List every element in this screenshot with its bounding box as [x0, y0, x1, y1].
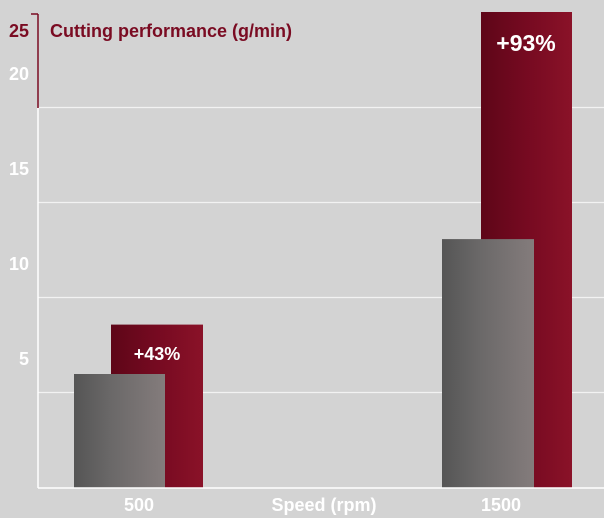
y-tick-label-15: 15 [9, 159, 29, 179]
bar-baseline-500 [74, 374, 165, 488]
y-tick-label-20: 20 [9, 64, 29, 84]
bars [74, 12, 572, 488]
bar-baseline-1500 [442, 239, 534, 488]
y-tick-label-10: 10 [9, 254, 29, 274]
data-label-500: +43% [134, 344, 181, 364]
chart-title: Cutting performance (g/min) [50, 21, 292, 41]
y-tick-label-5: 5 [19, 349, 29, 369]
x-axis-label: Speed (rpm) [271, 495, 376, 515]
y-tick-labels: 5 10 15 20 25 [9, 21, 29, 369]
y-tick-label-25: 25 [9, 21, 29, 41]
x-tick-label-1500: 1500 [481, 495, 521, 515]
x-tick-label-500: 500 [124, 495, 154, 515]
x-tick-labels: 500 1500 [124, 495, 521, 515]
data-labels: +43% +93% [134, 30, 556, 364]
data-label-1500: +93% [496, 30, 555, 56]
